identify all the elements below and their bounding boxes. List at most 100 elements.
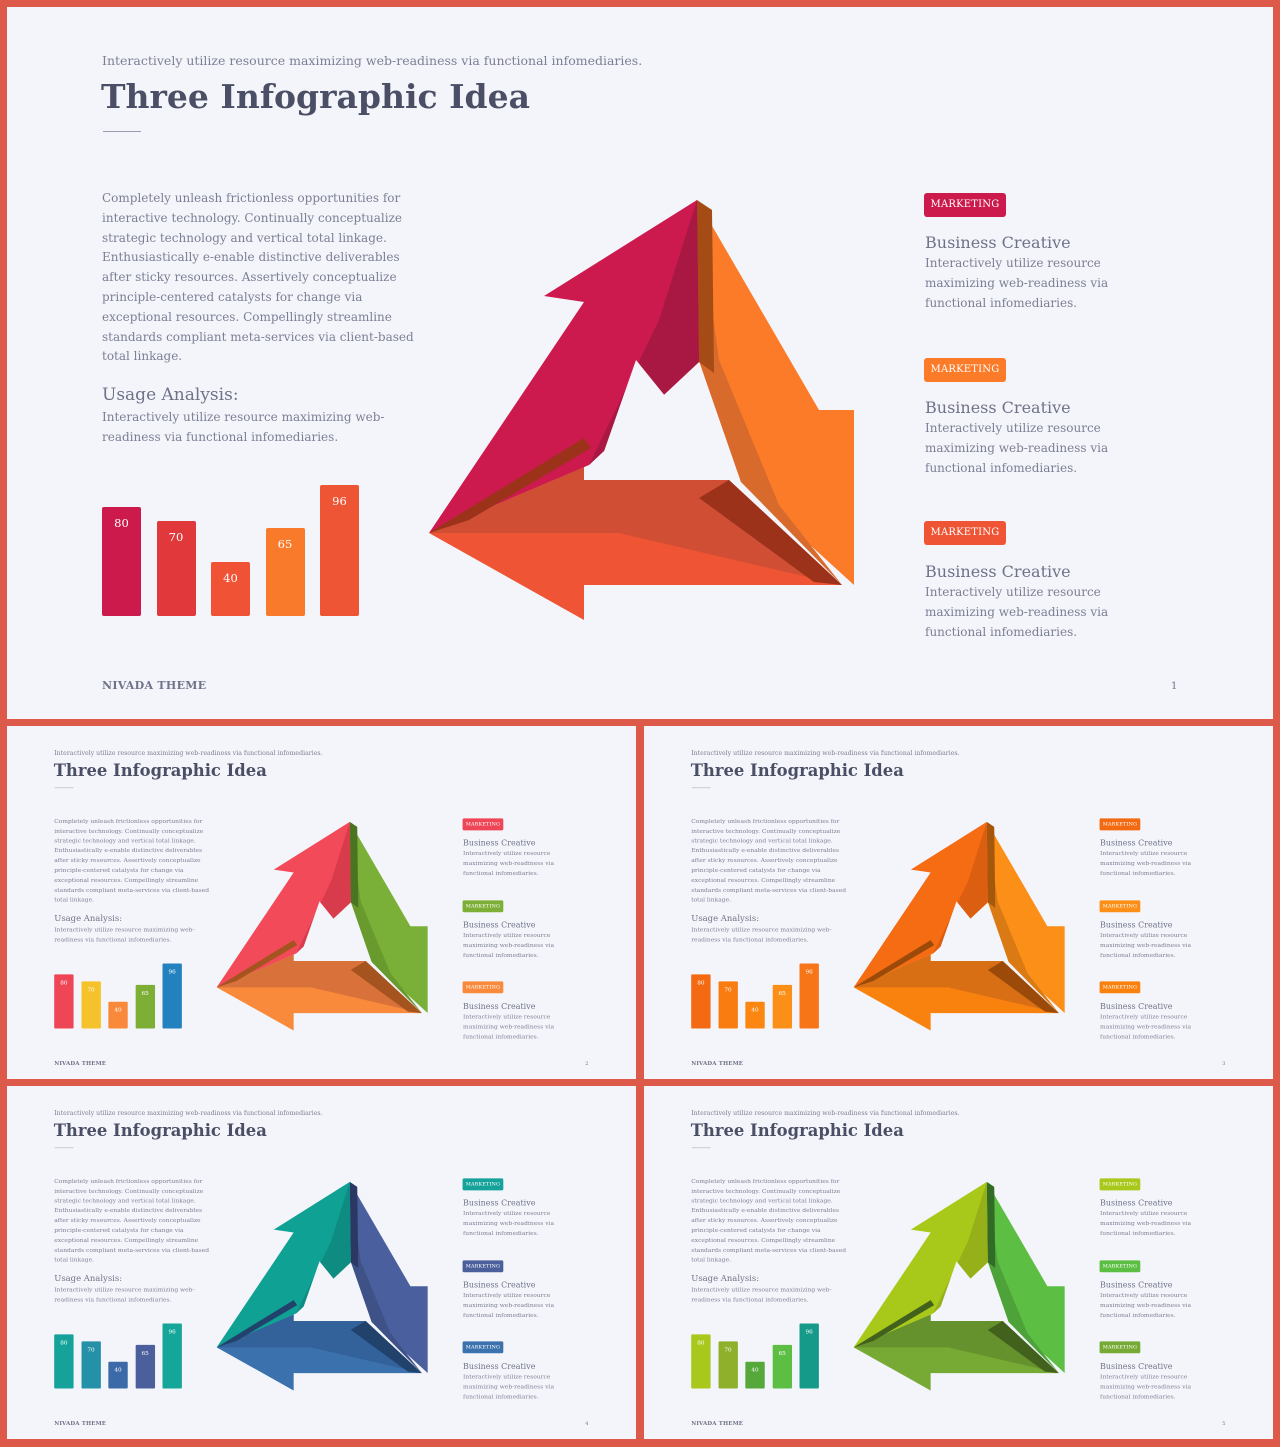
bar-value-label: 80	[60, 1338, 68, 1346]
slide-title: Three Infographic Idea	[690, 1120, 904, 1141]
marketing-badge: MARKETING	[1099, 900, 1141, 913]
bar: 65	[265, 527, 305, 616]
right-arrow-inner-face	[697, 200, 842, 585]
right-arrow	[697, 200, 854, 585]
triangle-hole	[935, 901, 1005, 961]
bottom-arrow-fold	[350, 1320, 422, 1374]
triangle-arrows-graphic	[429, 200, 854, 620]
title-divider	[103, 131, 141, 132]
item-description: Interactively utilize resource maximizin…	[463, 1013, 555, 1040]
bar-value-label: 65	[141, 989, 149, 997]
right-arrow	[349, 821, 428, 1014]
item-title: Business Creative	[925, 233, 1071, 252]
bottom-arrow-fold	[987, 960, 1059, 1014]
right-arrow-inner-face	[349, 821, 422, 1014]
marketing-badge: MARKETING	[1099, 1260, 1141, 1273]
item-description: Interactively utilize resource maximizin…	[1100, 1291, 1192, 1319]
slide-thumbnail[interactable]: Interactively utilize resource maximizin…	[644, 1086, 1273, 1439]
item-description: Interactively utilize resource maximizin…	[463, 1209, 555, 1237]
item-title: Business Creative	[1100, 1361, 1173, 1372]
marketing-badge: MARKETING	[462, 1341, 504, 1354]
marketing-badge: MARKETING	[924, 521, 1006, 545]
bar: 40	[108, 1001, 128, 1029]
marketing-badge: MARKETING	[1099, 981, 1141, 994]
triangle-arrows-graphic	[216, 821, 428, 1031]
slide-thumbnail[interactable]: Interactively utilize resource maximizin…	[644, 726, 1273, 1079]
top-arrow	[216, 821, 351, 988]
right-arrow-inner-face	[986, 1181, 1059, 1374]
usage-analysis-heading: Usage Analysis:	[102, 385, 239, 405]
item-title: Business Creative	[1100, 920, 1173, 930]
bar: 65	[772, 1344, 792, 1389]
top-arrow	[853, 821, 988, 988]
slide-content: Interactively utilize resource maximizin…	[644, 1086, 1273, 1439]
bar-value-label: 96	[332, 494, 347, 509]
slide-subtitle: Interactively utilize resource maximizin…	[691, 1108, 960, 1117]
slide-subtitle: Interactively utilize resource maximizin…	[54, 748, 323, 757]
body-paragraph: Completely unleash frictionless opportun…	[54, 817, 210, 904]
bar-value-label: 80	[697, 978, 705, 986]
bar-value-label: 70	[87, 985, 95, 993]
body-paragraph: Completely unleash frictionless opportun…	[102, 191, 414, 364]
item-description: Interactively utilize resource maximizin…	[925, 585, 1109, 639]
slide-title: Three Infographic Idea	[53, 760, 267, 781]
marketing-badge: MARKETING	[462, 818, 504, 831]
top-arrow-fold	[853, 1300, 935, 1348]
bar-value-label: 80	[697, 1338, 705, 1346]
item-title: Business Creative	[1100, 1198, 1173, 1208]
bar: 96	[320, 485, 359, 616]
item-title: Business Creative	[463, 1198, 536, 1208]
bar-value-label: 70	[724, 985, 732, 993]
page-number: 3	[1222, 1060, 1226, 1067]
bar: 70	[718, 1341, 738, 1389]
bar-value-label: 96	[168, 968, 176, 976]
bar-value-label: 40	[114, 1005, 122, 1013]
usage-analysis-text: Interactively utilize resource maximizin…	[691, 926, 832, 944]
marketing-badge: MARKETING	[462, 981, 504, 994]
usage-analysis-text: Interactively utilize resource maximizin…	[691, 1286, 832, 1304]
item-description: Interactively utilize resource maximizin…	[1100, 1013, 1192, 1040]
triangle-hole	[935, 1261, 1005, 1321]
triangle-arrows-graphic	[853, 1181, 1065, 1391]
page-number: 2	[585, 1060, 589, 1067]
bar: 40	[745, 1361, 765, 1389]
footer-brand: NIVADA THEME	[691, 1059, 744, 1067]
item-title: Business Creative	[925, 398, 1071, 417]
triangle-arrows-graphic	[853, 821, 1065, 1031]
bar-value-label: 80	[60, 978, 68, 986]
top-arrow-fold	[853, 940, 935, 988]
item-description: Interactively utilize resource maximizin…	[925, 421, 1109, 475]
bar-value-label: 70	[87, 1345, 95, 1353]
bar-value-label: 70	[168, 529, 184, 544]
marketing-badge: MARKETING	[462, 900, 504, 913]
bar: 96	[799, 1323, 819, 1389]
right-arrow-fold	[697, 200, 714, 373]
slide-main[interactable]: Interactively utilize resource maximizin…	[7, 7, 1273, 719]
slide-thumbnail[interactable]: Interactively utilize resource maximizin…	[7, 1086, 636, 1439]
bar: 80	[691, 1334, 711, 1389]
marketing-badge: MARKETING	[462, 1178, 504, 1191]
usage-analysis-text: Interactively utilize resource maximizin…	[102, 410, 385, 444]
slide-thumbnail[interactable]: Interactively utilize resource maximizin…	[7, 726, 636, 1079]
slide-content: Interactively utilize resource maximizin…	[7, 7, 1273, 719]
item-description: Interactively utilize resource maximizin…	[463, 1373, 555, 1400]
right-arrow-fold	[349, 821, 359, 908]
bar: 96	[162, 1323, 182, 1389]
bar: 65	[135, 1344, 155, 1389]
right-arrow	[986, 1181, 1065, 1374]
bar-value-label: 96	[805, 1328, 813, 1336]
bar-value-label: 40	[751, 1365, 759, 1373]
bar: 40	[745, 1001, 765, 1029]
bar: 80	[691, 974, 711, 1029]
item-title: Business Creative	[1100, 1280, 1173, 1290]
right-arrow-inner-face	[349, 1181, 422, 1374]
usage-analysis-heading: Usage Analysis:	[691, 1273, 760, 1284]
bottom-arrow-fold	[987, 1320, 1059, 1374]
top-arrow	[853, 1181, 988, 1348]
usage-analysis-text: Interactively utilize resource maximizin…	[54, 926, 195, 944]
triangle-hole	[298, 901, 368, 961]
slide-content: Interactively utilize resource maximizin…	[7, 726, 636, 1079]
bar: 96	[162, 963, 182, 1029]
bar: 80	[54, 974, 74, 1029]
triangle-hole	[594, 360, 733, 480]
